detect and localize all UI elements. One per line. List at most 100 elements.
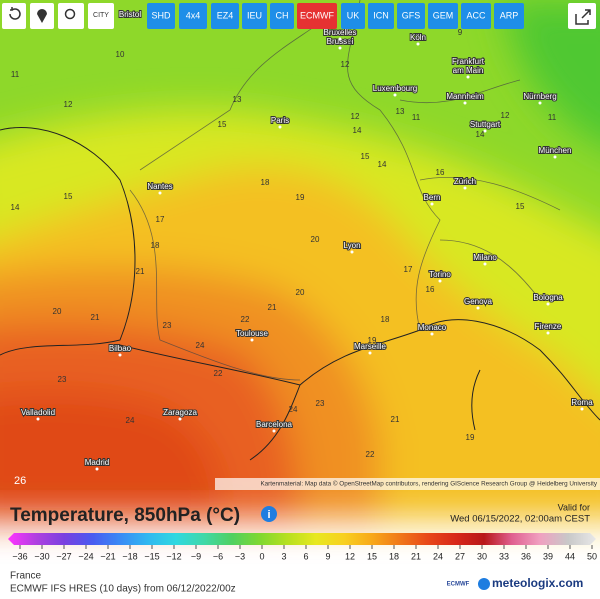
map[interactable]	[0, 0, 600, 520]
colorbar-tick-label: −9	[191, 551, 201, 561]
colorbar	[8, 533, 596, 545]
isotherm-label: 15	[64, 192, 73, 201]
model-button[interactable]	[147, 3, 175, 29]
isotherm-label: 12	[351, 112, 360, 121]
isotherm-label: 23	[316, 399, 325, 408]
model-button[interactable]	[368, 3, 394, 29]
city-label: Valladolid	[21, 408, 55, 417]
region: France	[10, 571, 42, 582]
city-dot	[158, 191, 162, 195]
city-dot	[580, 407, 584, 411]
city-dot	[36, 417, 40, 421]
model-button[interactable]	[179, 3, 207, 29]
city-label: Lyon	[343, 241, 360, 250]
colorbar-tick-label: 27	[455, 551, 465, 561]
colorbar-tick-label: 21	[411, 551, 421, 561]
isotherm-label: 18	[381, 315, 390, 324]
model-label: ECMWF	[300, 10, 334, 20]
isotherm-label: 12	[501, 111, 510, 120]
city-dot	[483, 262, 487, 266]
model-button[interactable]	[297, 3, 337, 29]
city-dot	[118, 353, 122, 357]
isotherm-label: 23	[163, 321, 172, 330]
city-dot	[350, 250, 354, 254]
colorbar-tick-label: −18	[122, 551, 137, 561]
isotherm-label: 16	[436, 168, 445, 177]
city-dot	[178, 417, 182, 421]
city-label: am Main	[453, 66, 484, 75]
city-label: Bristol	[119, 10, 141, 19]
isotherm-label: 24	[126, 416, 135, 425]
city-button[interactable]	[88, 3, 114, 29]
isotherm-label: 21	[136, 267, 145, 276]
isotherm-label: 12	[341, 60, 350, 69]
city-label: Milano	[473, 253, 497, 262]
colorbar-tick-label: 39	[543, 551, 553, 561]
refresh-button[interactable]	[2, 3, 26, 29]
brand: meteologix.com	[492, 576, 583, 590]
colorbar-tick-label: −30	[34, 551, 49, 561]
city-label: Marseille	[354, 342, 387, 351]
city-dot	[546, 331, 550, 335]
city-label: Zürich	[454, 177, 476, 186]
footer: Temperature, 850hPa (°C) i Valid for Wed…	[8, 502, 597, 595]
city-dot	[538, 101, 542, 105]
isotherm-label: 19	[466, 433, 475, 442]
colorbar-tick-label: 24	[433, 551, 443, 561]
title: Temperature, 850hPa (°C)	[10, 505, 240, 526]
city-label: Barcelona	[256, 420, 293, 429]
city-label: Nantes	[147, 182, 172, 191]
city-label: Stuttgart	[470, 120, 501, 129]
model-label: ACC	[466, 10, 486, 20]
colorbar-tick-label: 44	[565, 551, 575, 561]
city-label: Zaragoza	[163, 408, 197, 417]
isotherm-label: 20	[311, 235, 320, 244]
city-label: Firenze	[535, 322, 562, 331]
colorbar-tick-label: 36	[521, 551, 531, 561]
model-button[interactable]	[494, 3, 524, 29]
city-label: Frankfurt	[452, 57, 485, 66]
city-label: Bruxelles	[324, 28, 357, 37]
model-button[interactable]	[397, 3, 425, 29]
city-dot	[483, 129, 487, 133]
colorbar-tick-label: 33	[499, 551, 509, 561]
isotherm-label: 10	[346, 38, 355, 47]
isotherm-label: 10	[116, 50, 125, 59]
city-label: Brussel	[327, 37, 354, 46]
isotherm-label: 19	[368, 336, 377, 345]
model-button[interactable]	[341, 3, 365, 29]
isotherm-label: 14	[353, 126, 362, 135]
model-button[interactable]	[211, 3, 239, 29]
colorbar-tick-label: −27	[56, 551, 71, 561]
city-dot	[466, 66, 470, 70]
model-button[interactable]	[461, 3, 491, 29]
isotherm-label: 17	[156, 215, 165, 224]
isotherm-label: 11	[11, 70, 20, 79]
isotherm-label: 23	[58, 375, 67, 384]
model-button[interactable]	[270, 3, 294, 29]
valid-label: Valid for	[558, 502, 590, 512]
isotherm-label: 22	[214, 369, 223, 378]
share-button[interactable]	[568, 3, 596, 29]
colorbar-tick-label: −3	[235, 551, 245, 561]
isotherm-label: 24	[196, 341, 205, 350]
model-button[interactable]	[428, 3, 458, 29]
model-label: ICN	[373, 10, 389, 20]
city-label: Paris	[271, 116, 289, 125]
city-label: Luxembourg	[373, 84, 417, 93]
isotherm-label: 11	[548, 113, 557, 122]
info-button[interactable]	[261, 506, 277, 522]
city-dot	[476, 306, 480, 310]
city-label: München	[539, 146, 572, 155]
isotherm-label: 16	[426, 285, 435, 294]
share-icon	[575, 9, 591, 25]
isotherm-label: 18	[261, 178, 270, 187]
colorbar-tick-label: −6	[213, 551, 223, 561]
isotherm-label: 19	[296, 193, 305, 202]
city-label: Roma	[571, 398, 593, 407]
model-run: ECMWF IFS HRES (10 days) from 06/12/2022…	[10, 584, 236, 594]
city-label: Nürnberg	[523, 92, 556, 101]
zoom-button[interactable]	[58, 3, 84, 29]
model-button[interactable]	[242, 3, 267, 29]
